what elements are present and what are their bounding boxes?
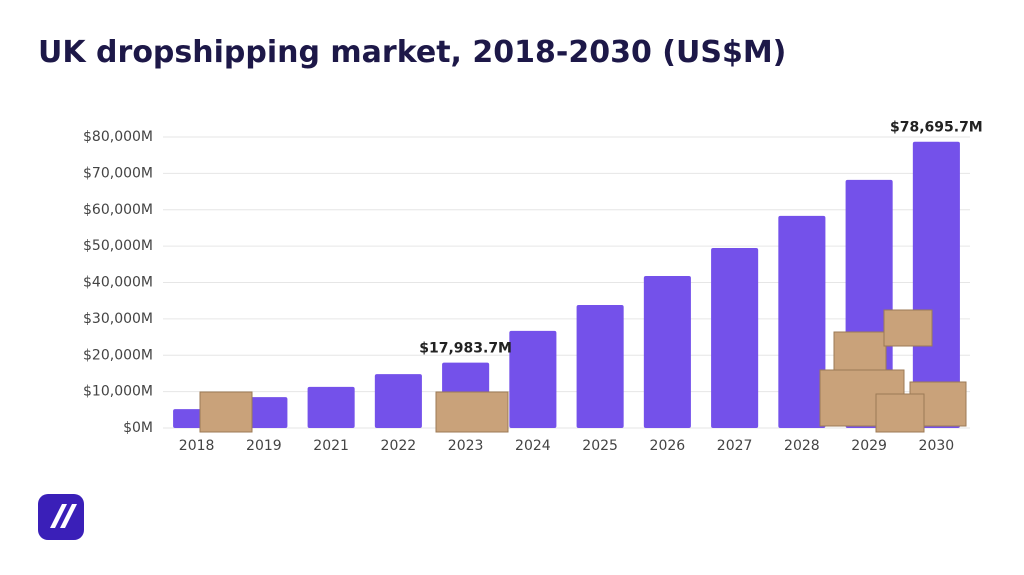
logo-mark xyxy=(50,504,77,528)
y-tick-label: $20,000M xyxy=(83,347,153,363)
box-icon xyxy=(883,309,933,347)
y-tick-label: $70,000M xyxy=(83,165,153,181)
y-tick-label: $40,000M xyxy=(83,275,153,291)
box-icon xyxy=(875,393,925,433)
x-tick-label: 2025 xyxy=(582,438,618,454)
bar xyxy=(778,215,826,428)
box-icon xyxy=(199,391,253,433)
box-icon xyxy=(435,391,509,433)
x-tick-label: 2023 xyxy=(448,438,484,454)
value-label: $78,695.7M xyxy=(890,120,983,136)
y-tick-label: $10,000M xyxy=(83,384,153,400)
bar xyxy=(374,374,422,428)
bar xyxy=(643,275,691,428)
x-tick-label: 2019 xyxy=(246,438,282,454)
bar xyxy=(711,247,759,428)
x-tick-label: 2029 xyxy=(851,438,887,454)
x-tick-label: 2024 xyxy=(515,438,551,454)
illustration xyxy=(199,309,967,433)
y-tick-label: $80,000M xyxy=(83,129,153,145)
x-tick-label: 2030 xyxy=(919,438,955,454)
value-label: $17,983.7M xyxy=(419,341,512,357)
x-tick-label: 2018 xyxy=(179,438,215,454)
x-tick-label: 2028 xyxy=(784,438,820,454)
chart-title: UK dropshipping market, 2018-2030 (US$M) xyxy=(38,35,786,70)
x-tick-label: 2022 xyxy=(381,438,417,454)
y-tick-label: $60,000M xyxy=(83,202,153,218)
box-icon xyxy=(833,331,887,371)
y-tick-label: $50,000M xyxy=(83,238,153,254)
x-tick-label: 2021 xyxy=(313,438,349,454)
x-tick-label: 2026 xyxy=(650,438,686,454)
bar xyxy=(307,386,355,428)
x-tick-label: 2027 xyxy=(717,438,753,454)
bar xyxy=(576,305,624,428)
y-tick-label: $30,000M xyxy=(83,311,153,327)
bar xyxy=(912,141,960,428)
bar xyxy=(509,330,557,428)
logo xyxy=(38,494,84,540)
y-tick-label: $0M xyxy=(123,420,153,436)
logo-bg xyxy=(38,494,84,540)
